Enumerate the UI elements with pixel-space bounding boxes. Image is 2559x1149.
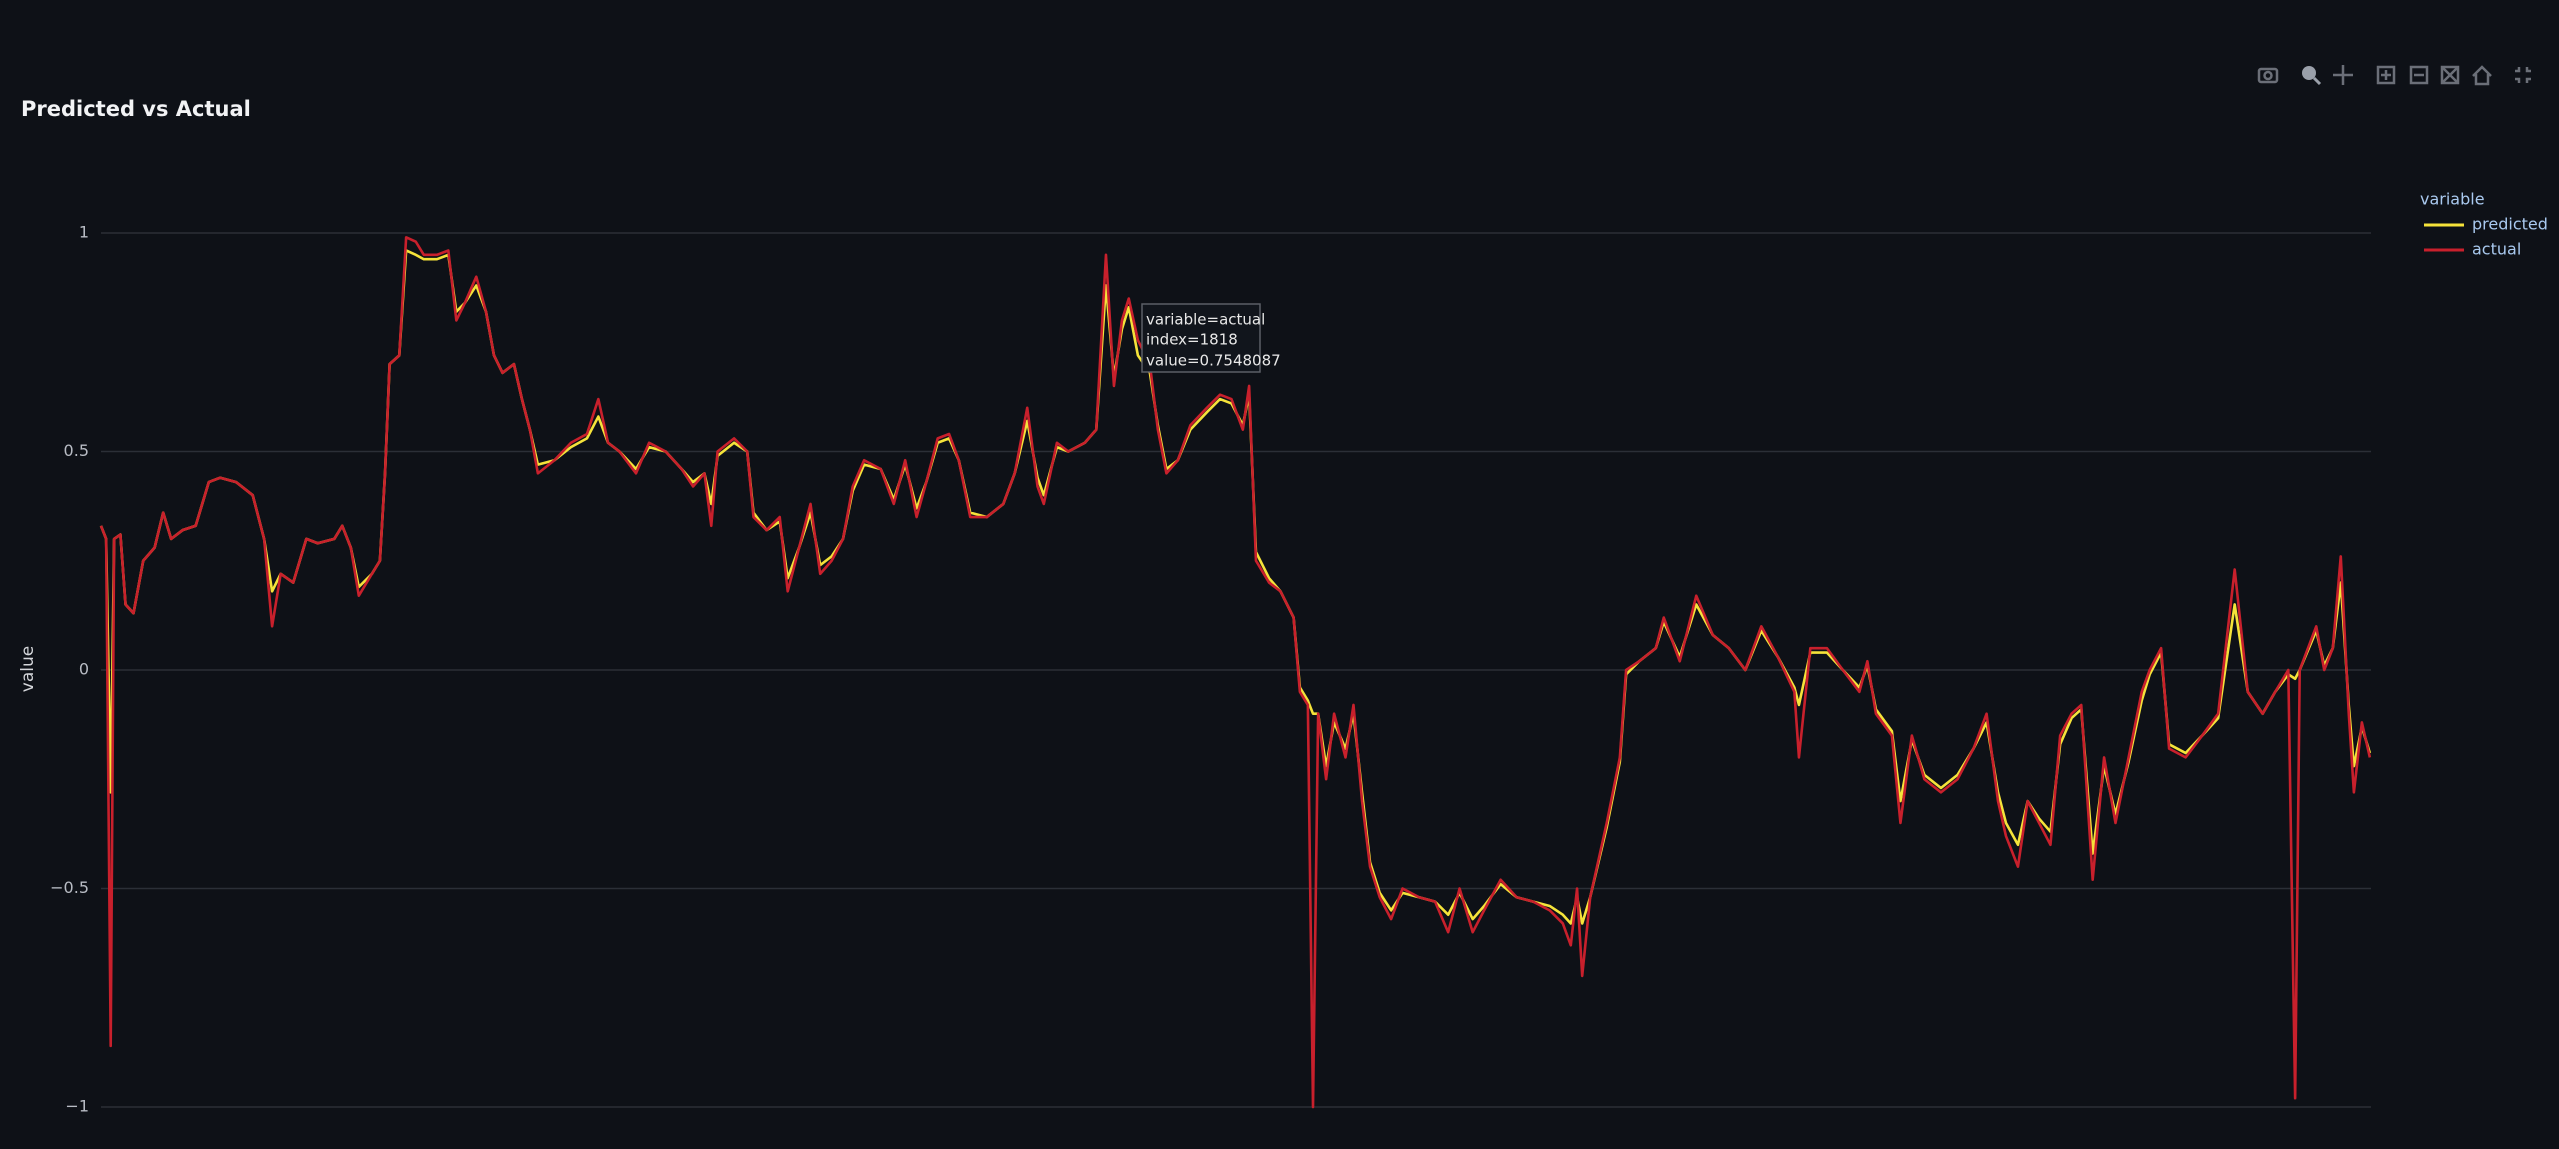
tooltip: variable=actual index=1818 value=0.75480… [1141,303,1281,373]
y-tick-label: 1 [79,223,89,242]
fullscreen-button[interactable] [2515,67,2531,83]
y-tick-label: −1 [65,1097,89,1116]
zoom-out-button[interactable] [2409,65,2429,85]
pan-button[interactable] [2333,65,2353,85]
grid: −1 −0.5 0 0.5 1 [50,223,2371,1116]
tooltip-box [1141,303,1261,373]
zoom-in-button[interactable] [2376,65,2396,85]
legend: variable predicted actual [2420,190,2548,259]
legend-label: predicted [2472,215,2548,234]
series-line [99,236,2372,1109]
toolbar [2257,65,2531,86]
y-axis-label: value [18,646,38,692]
reset-button[interactable] [2472,65,2492,86]
legend-label: actual [2472,240,2521,259]
plot-area [99,236,2372,1109]
tooltip-line: variable=actual [1146,311,1265,329]
autoscale-button[interactable] [2440,65,2460,85]
camera-button[interactable] [2257,67,2279,84]
y-tick-label: 0.5 [64,441,89,460]
tooltip-line: value=0.7548087 [1146,352,1281,370]
y-tick-label: 0 [79,660,89,679]
tooltip-line: index=1818 [1146,331,1238,349]
chart-title: Predicted vs Actual [21,97,251,121]
zoom-button[interactable] [2302,66,2322,86]
legend-title: variable [2420,190,2485,209]
y-tick-label: −0.5 [50,878,89,897]
